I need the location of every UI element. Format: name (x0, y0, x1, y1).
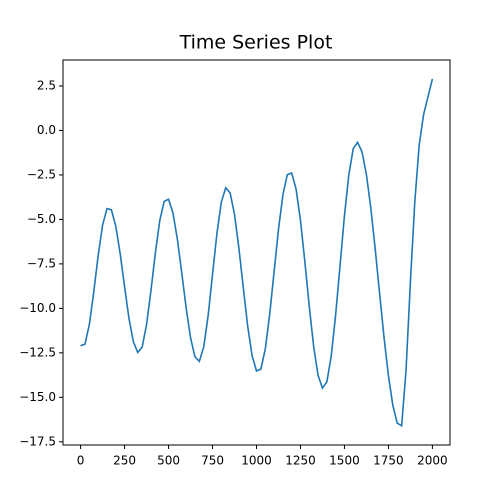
y-tick-label: −2.5 (27, 167, 56, 181)
y-tick-label: 2.5 (37, 78, 56, 92)
y-tick-label: −10.0 (19, 301, 56, 315)
y-tick-label: −15.0 (19, 390, 56, 404)
chart-title: Time Series Plot (179, 32, 333, 54)
x-tick-label: 750 (201, 454, 224, 468)
x-tick-label: 250 (113, 454, 136, 468)
x-tick-label: 1500 (329, 454, 360, 468)
y-tick-label: −17.5 (19, 434, 56, 448)
y-tick-label: −7.5 (27, 256, 56, 270)
y-tick-label: −5.0 (27, 212, 56, 226)
y-tick-label: 0.0 (37, 123, 56, 137)
x-tick-label: 1750 (373, 454, 404, 468)
y-tick-label: −12.5 (19, 345, 56, 359)
series-line (80, 78, 434, 428)
x-tick-label: 0 (77, 454, 85, 468)
axes-frame (62, 59, 451, 446)
x-tick-label: 1250 (285, 454, 316, 468)
x-tick-label: 500 (157, 454, 180, 468)
x-tick-label: 2000 (417, 454, 448, 468)
x-tick-label: 1000 (241, 454, 272, 468)
